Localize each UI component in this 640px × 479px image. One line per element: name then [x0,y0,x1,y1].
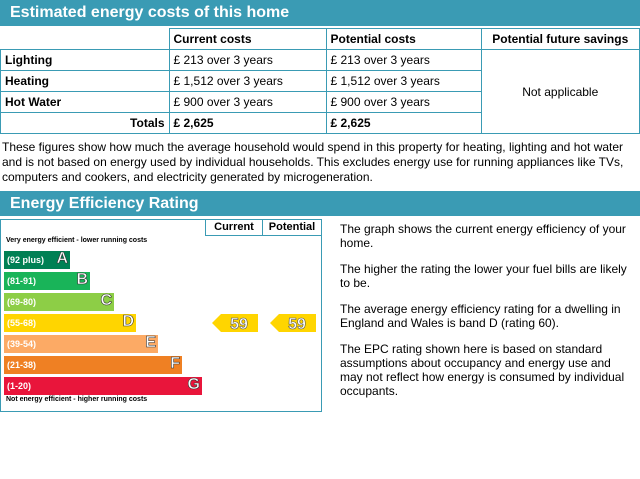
band-range: (81-91) [7,276,37,286]
hot-water-current: £ 900 over 3 years [168,91,327,113]
table-header-row: Current costs Potential costs Potential … [0,28,640,50]
description-paragraph: The graph shows the current energy effic… [340,222,626,250]
energy-costs-table: Current costs Potential costs Potential … [0,28,640,134]
potential-column-header: Potential [262,219,321,236]
current-rating-arrow: 59 [212,314,258,333]
description-paragraph: The higher the rating the lower your fue… [340,262,627,290]
band-range: (69-80) [7,297,37,307]
not-efficient-caption: Not energy efficient - higher running co… [6,396,148,403]
table-row: Hot Water £ 900 over 3 years £ 900 over … [0,91,640,113]
lighting-potential: £ 213 over 3 years [325,49,482,71]
band-range: (55-68) [7,318,37,328]
rating-band-a: (92 plus) A [4,250,70,269]
band-range: (21-38) [7,360,37,370]
rating-band-d: (55-68) D [4,313,136,332]
energy-costs-note: These figures show how much the average … [2,140,624,184]
energy-costs-header: Estimated energy costs of this home [0,0,640,26]
current-column-header: Current [205,219,262,236]
band-letter: B [76,271,88,289]
band-letter: C [100,292,112,310]
epc-chart: Current Potential Very energy efficient … [0,219,322,412]
efficiency-rating-header: Energy Efficiency Rating [0,191,640,216]
description-paragraph: The average energy efficiency rating for… [340,302,621,330]
savings-value: Not applicable [480,49,640,134]
band-letter: E [145,334,156,352]
totals-potential: £ 2,625 [325,112,482,134]
rating-band-e: (39-54) E [4,334,158,353]
band-letter: F [170,355,180,373]
band-letter: G [187,376,200,394]
lighting-current: £ 213 over 3 years [168,49,327,71]
blank-header-cell [0,28,170,50]
band-range: (39-54) [7,339,37,349]
heating-potential: £ 1,512 over 3 years [325,70,482,92]
potential-costs-header: Potential costs [325,28,482,50]
potential-rating-arrow: 59 [270,314,316,333]
heating-current: £ 1,512 over 3 years [168,70,327,92]
hot-water-potential: £ 900 over 3 years [325,91,482,113]
rating-band-c: (69-80) C [4,292,114,311]
table-row: Totals £ 2,625 £ 2,625 [0,112,640,134]
band-range: (1-20) [7,381,32,391]
current-rating-arrow-value: 59 [230,316,248,333]
rating-band-f: (21-38) F [4,355,182,374]
table-row: Lighting £ 213 over 3 years £ 213 over 3… [0,49,640,134]
totals-current: £ 2,625 [168,112,327,134]
rating-band-g: (1-20) G [4,376,202,395]
potential-rating-arrow-value: 59 [288,316,306,333]
rating-description: The graph shows the current energy effic… [340,222,636,410]
rating-arrows: 59 59 [212,314,316,333]
very-efficient-caption: Very energy efficient - lower running co… [6,237,148,244]
band-letter: D [122,313,134,331]
current-costs-header: Current costs [168,28,327,50]
potential-savings-header: Potential future savings [480,28,640,50]
band-letter: A [56,250,68,268]
description-paragraph: The EPC rating shown here is based on st… [340,342,625,398]
row-label-heating: Heating [0,70,170,92]
epc-frame [0,219,322,412]
row-label-hot-water: Hot Water [0,91,170,113]
band-range: (92 plus) [7,255,45,265]
row-label-lighting: Lighting [0,49,170,71]
rating-band-b: (81-91) B [4,271,90,290]
totals-label: Totals [0,112,170,134]
